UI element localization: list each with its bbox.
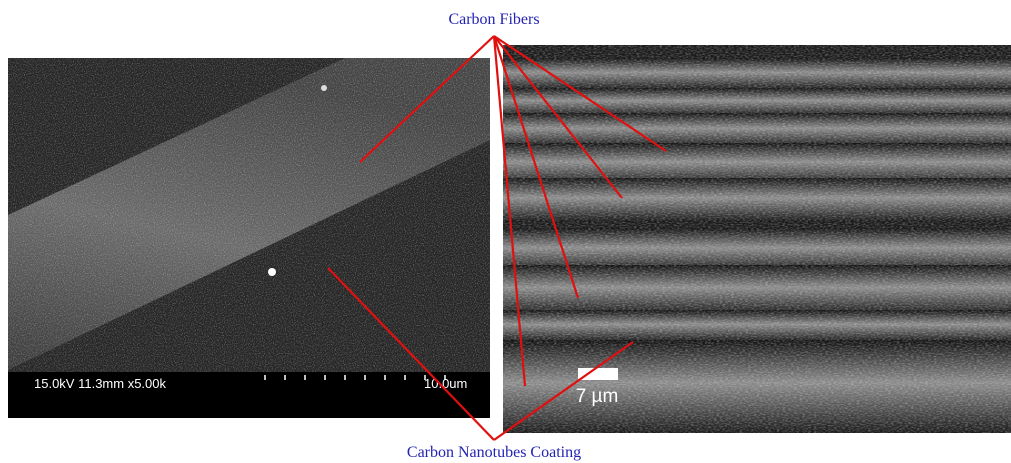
figure: 15.0kV 11.3mm x5.00k 10.0um 7 µm Carbon … [0, 0, 1011, 463]
sem-info: 15.0kV 11.3mm x5.00k [34, 376, 166, 391]
top-label: Carbon Fibers [448, 11, 539, 28]
scale-bar [578, 368, 618, 380]
bottom-label: Carbon Nanotubes Coating [407, 444, 581, 461]
left-sem-image [8, 58, 490, 372]
scale-label: 7 µm [576, 386, 619, 407]
